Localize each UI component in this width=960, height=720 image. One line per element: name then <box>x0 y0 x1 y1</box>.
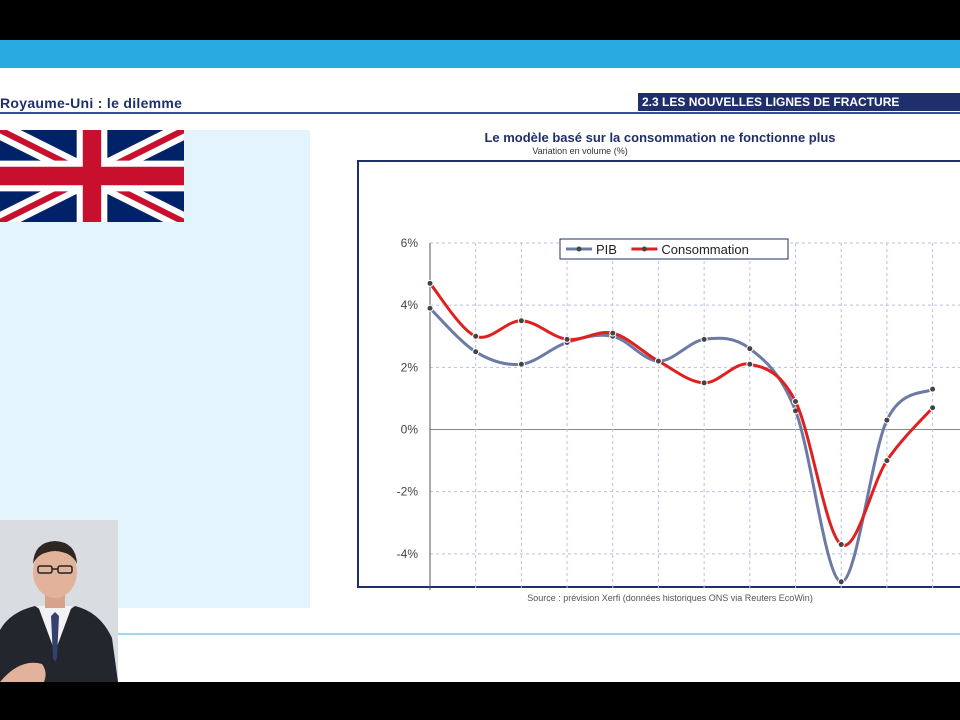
legend-marker <box>641 246 647 252</box>
data-point <box>792 398 800 406</box>
y-tick-label: 4% <box>401 298 419 312</box>
data-point <box>426 279 434 287</box>
slide-bottom-rule <box>0 633 960 635</box>
video-bottom-letterbox <box>0 682 960 720</box>
chart-subtitle: Variation en volume (%) <box>532 146 628 156</box>
data-point <box>883 457 891 465</box>
data-point <box>700 335 708 343</box>
data-point <box>883 416 891 424</box>
line-chart: 6%4%2%0%-2%-4%-6%20002001200220032004200… <box>397 236 960 590</box>
y-tick-label: 0% <box>401 423 419 437</box>
y-tick-label: -4% <box>397 547 419 561</box>
y-tick-label: 2% <box>401 360 419 374</box>
data-point <box>609 329 617 337</box>
legend-label: PIB <box>596 242 617 257</box>
chart-frame <box>357 160 960 588</box>
data-point <box>426 304 434 312</box>
header-band <box>0 40 960 68</box>
legend-marker <box>576 246 582 252</box>
slide-title: Royaume-Uni : le dilemme <box>0 95 183 111</box>
data-point <box>929 385 937 393</box>
presenter-video-overlay <box>0 520 118 682</box>
section-badge: 2.3 LES NOUVELLES LIGNES DE FRACTURE <box>638 93 960 111</box>
slide: Royaume-Uni : le dilemme 2.3 LES NOUVELL… <box>0 68 960 682</box>
legend-label: Consommation <box>661 242 748 257</box>
data-point <box>929 404 937 412</box>
data-point <box>837 578 845 586</box>
y-tick-label: -2% <box>397 485 419 499</box>
data-point <box>746 345 754 353</box>
data-point <box>472 332 480 340</box>
data-point <box>837 541 845 549</box>
data-point <box>517 360 525 368</box>
legend-box <box>559 238 789 260</box>
y-tick-label: 6% <box>401 236 419 250</box>
series-line-pib <box>428 307 934 584</box>
data-point <box>563 335 571 343</box>
union-jack-flag-icon <box>0 130 184 222</box>
data-point <box>472 348 480 356</box>
chart-source: Source : prévision Xerfi (données histor… <box>527 593 813 603</box>
series-line-consommation <box>428 282 934 547</box>
data-point <box>700 379 708 387</box>
data-point <box>517 317 525 325</box>
title-rule <box>0 112 960 114</box>
chart-title: Le modèle basé sur la consommation ne fo… <box>484 130 836 145</box>
video-top-letterbox <box>0 0 960 40</box>
data-point <box>654 357 662 365</box>
data-point <box>746 360 754 368</box>
